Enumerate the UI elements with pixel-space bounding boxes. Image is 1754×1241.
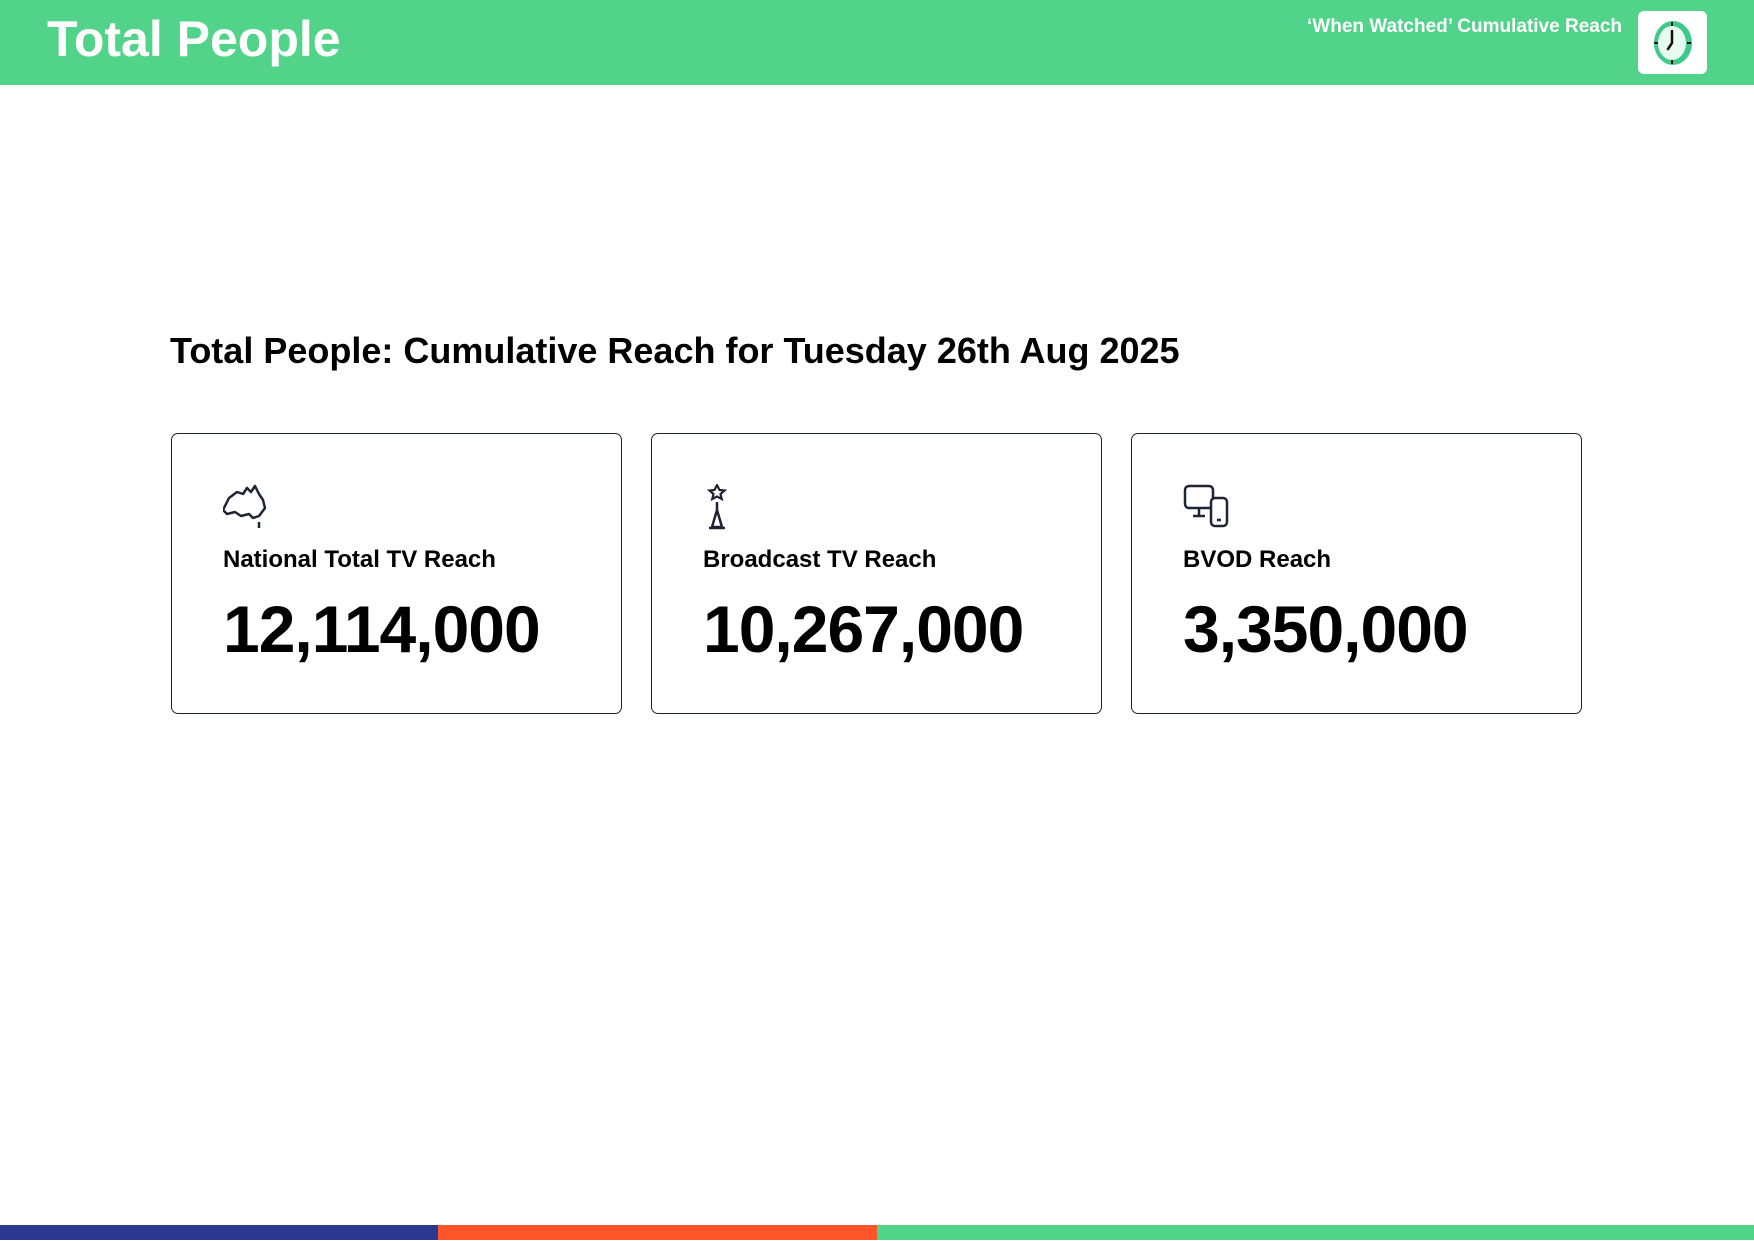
clock-icon xyxy=(1638,11,1707,74)
broadcast-tower-icon xyxy=(703,482,751,530)
footer-bar-green xyxy=(877,1225,1754,1240)
report-subtitle: ‘When Watched’ Cumulative Reach xyxy=(1307,16,1622,37)
card-value: 12,114,000 xyxy=(223,592,541,666)
broadcast-reach-card: Broadcast TV Reach 10,267,000 xyxy=(651,433,1102,714)
header: Total People ‘When Watched’ Cumulative R… xyxy=(0,0,1754,85)
footer-bar-blue xyxy=(0,1225,438,1240)
section-heading: Total People: Cumulative Reach for Tuesd… xyxy=(170,330,1180,371)
card-value: 10,267,000 xyxy=(703,592,1024,666)
australia-map-icon xyxy=(221,484,271,530)
bvod-reach-card: BVOD Reach 3,350,000 xyxy=(1131,433,1582,714)
devices-icon xyxy=(1183,484,1231,530)
card-label: Broadcast TV Reach xyxy=(703,546,937,573)
card-label: BVOD Reach xyxy=(1183,546,1332,573)
footer-bar-orange xyxy=(438,1225,877,1240)
card-value: 3,350,000 xyxy=(1183,592,1469,666)
national-reach-card: National Total TV Reach 12,114,000 xyxy=(171,433,622,714)
card-label: National Total TV Reach xyxy=(223,546,496,573)
page-title: Total People xyxy=(47,11,341,67)
